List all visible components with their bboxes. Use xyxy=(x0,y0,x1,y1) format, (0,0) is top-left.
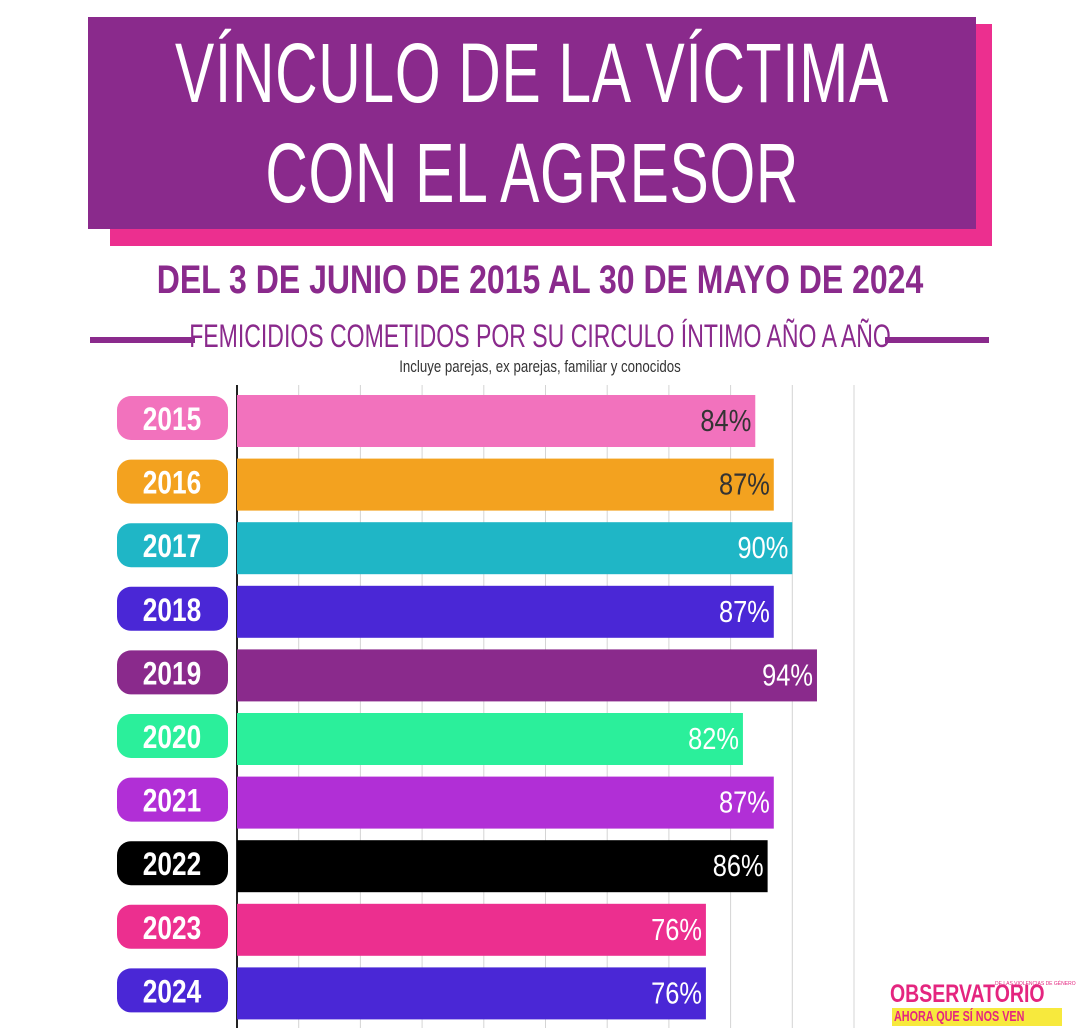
title-line-1: VÍNCULO DE LA VÍCTIMA xyxy=(175,26,889,120)
value-label-2016: 87% xyxy=(719,467,770,502)
logo-band xyxy=(892,1008,1062,1026)
date-range-subtitle: DEL 3 DE JUNIO DE 2015 AL 30 DE MAYO DE … xyxy=(156,258,924,302)
year-label-2023: 2023 xyxy=(143,911,201,946)
bar-2021 xyxy=(237,776,774,829)
bar-2024 xyxy=(237,967,706,1020)
title-banner: VÍNCULO DE LA VÍCTIMA CON EL AGRESOR xyxy=(88,17,976,229)
value-label-2019: 94% xyxy=(762,658,813,693)
year-pill-2017 xyxy=(117,523,228,568)
value-label-2022: 86% xyxy=(713,849,764,884)
year-label-2018: 2018 xyxy=(143,593,201,628)
year-pill-2016 xyxy=(117,459,228,504)
year-pill-2022 xyxy=(117,841,228,886)
year-label-2019: 2019 xyxy=(143,657,201,692)
year-pill-2023 xyxy=(117,904,228,949)
year-pill-2019 xyxy=(117,650,228,695)
heading-rule-left xyxy=(90,337,195,343)
observatorio-logo: OBSERVATORIO DE LAS VIOLENCIAS DE GÉNERO… xyxy=(890,980,1076,1026)
heading-rule-right xyxy=(885,337,989,343)
bar-2023 xyxy=(237,903,706,956)
value-label-2015: 84% xyxy=(700,404,751,439)
year-label-2022: 2022 xyxy=(143,848,201,883)
bar-2015 xyxy=(237,395,756,447)
bar-2017 xyxy=(237,522,793,575)
bar-2019 xyxy=(237,649,817,702)
year-label-2021: 2021 xyxy=(143,784,201,819)
value-label-2018: 87% xyxy=(719,594,770,629)
year-pill-2021 xyxy=(117,777,228,822)
year-label-2024: 2024 xyxy=(143,975,202,1010)
year-pill-2024 xyxy=(117,968,228,1013)
chart-note: Incluye parejas, ex parejas, familiar y … xyxy=(399,357,681,376)
value-label-2024: 76% xyxy=(651,976,702,1011)
logo-title: OBSERVATORIO xyxy=(890,980,1045,1008)
section-heading: FEMICIDIOS COMETIDOS POR SU CIRCULO ÍNTI… xyxy=(189,318,891,354)
value-label-2023: 76% xyxy=(651,912,702,947)
bar-2018 xyxy=(237,585,774,638)
year-pill-2018 xyxy=(117,586,228,631)
value-label-2020: 82% xyxy=(688,722,739,757)
year-pill-2020 xyxy=(117,714,228,758)
year-label-2017: 2017 xyxy=(143,530,201,565)
year-label-2016: 2016 xyxy=(143,466,201,501)
bar-2020 xyxy=(237,713,743,765)
bar-2022 xyxy=(237,840,768,893)
logo-tagline: AHORA QUE SÍ NOS VEN xyxy=(894,1008,1025,1025)
title-line-2: CON EL AGRESOR xyxy=(265,126,799,220)
logo-subtitle: DE LAS VIOLENCIAS DE GÉNERO xyxy=(995,981,1076,987)
value-label-2017: 90% xyxy=(737,531,788,566)
year-label-2015: 2015 xyxy=(143,403,201,438)
bar-2016 xyxy=(237,458,774,511)
year-label-2020: 2020 xyxy=(143,721,201,756)
value-label-2021: 87% xyxy=(719,785,770,820)
year-pill-2015 xyxy=(117,396,228,440)
